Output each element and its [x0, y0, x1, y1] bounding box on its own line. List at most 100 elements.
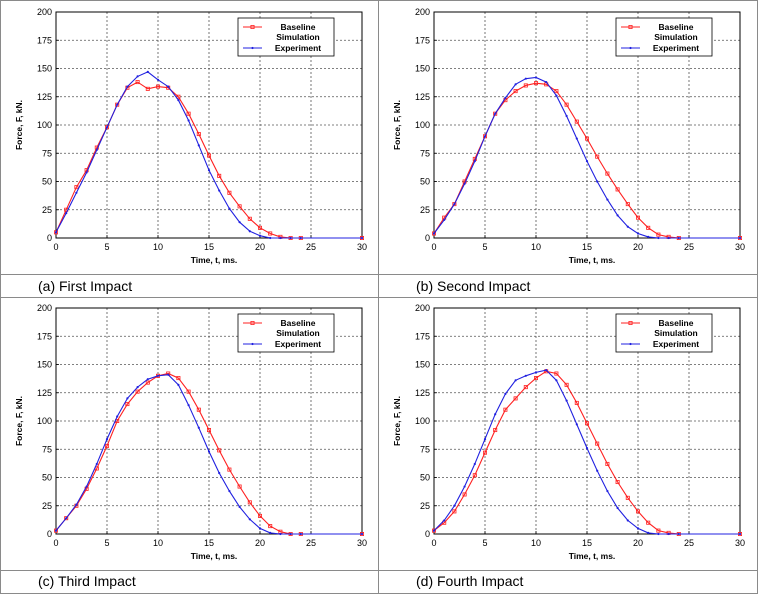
data-point	[462, 492, 467, 497]
y-tick-label: 25	[420, 205, 430, 215]
data-point	[65, 517, 68, 520]
x-tick-label: 20	[255, 242, 265, 252]
legend-marker-baseline	[250, 320, 255, 325]
data-point	[197, 426, 200, 429]
data-point	[555, 94, 558, 97]
data-point	[105, 443, 110, 448]
series-experiment	[54, 373, 364, 536]
y-tick-label: 25	[42, 501, 52, 511]
legend-label: Experiment	[275, 43, 321, 53]
data-point	[636, 509, 641, 514]
data-point	[116, 415, 119, 418]
data-point	[54, 529, 58, 532]
data-point	[616, 506, 619, 510]
data-point	[493, 428, 498, 433]
chart-panel-4: 0 5 10 15 20 25 30 0 25 50 75 100 125 150 175 200 Time, …	[392, 303, 745, 589]
data-point	[299, 532, 302, 536]
x-tick-label: 5	[482, 538, 487, 548]
chart-panel-1: 0 5 10 15 20 25 30 0 25 50 75 100 125 150 175 200 Time, …	[14, 7, 367, 294]
data-point	[667, 236, 670, 240]
data-point	[606, 198, 609, 201]
data-point	[217, 448, 222, 453]
data-point	[247, 216, 252, 221]
x-tick-label: 25	[306, 242, 316, 252]
legend-label: Baseline	[659, 318, 694, 328]
y-axis-label: Force, F, kN.	[14, 100, 24, 150]
data-point	[647, 531, 650, 534]
x-tick-label: 15	[582, 242, 592, 252]
data-point	[95, 462, 98, 466]
data-point	[585, 160, 589, 163]
data-point	[482, 134, 487, 139]
legend-box	[615, 17, 713, 57]
data-point	[514, 83, 517, 86]
legend-label: Baseline	[281, 318, 316, 328]
y-tick-label: 150	[37, 64, 52, 74]
data-point	[646, 225, 651, 230]
data-point	[268, 524, 273, 529]
data-point	[227, 467, 232, 472]
legend-label: Simulation	[654, 32, 697, 42]
legend-marker-experiment	[629, 46, 632, 50]
panel-caption: (b) Second Impact	[416, 278, 530, 294]
data-point	[636, 232, 640, 235]
data-point	[636, 527, 640, 530]
y-tick-label: 125	[37, 388, 52, 398]
data-point	[605, 461, 610, 466]
data-point	[431, 231, 436, 236]
data-point	[657, 532, 660, 536]
y-tick-label: 150	[415, 64, 430, 74]
legend-box	[237, 313, 335, 353]
data-point	[218, 471, 221, 475]
y-tick-label: 50	[42, 473, 52, 483]
data-point	[54, 231, 58, 234]
y-tick-label: 75	[420, 444, 430, 454]
x-tick-label: 25	[684, 538, 694, 548]
y-tick-label: 25	[420, 501, 430, 511]
data-point	[626, 519, 629, 522]
data-point	[258, 234, 262, 237]
data-point	[279, 236, 282, 240]
x-tick-label: 30	[735, 538, 745, 548]
data-point	[156, 78, 160, 81]
data-point	[585, 447, 589, 450]
data-point	[575, 137, 578, 140]
y-axis-label: Force, F, kN.	[14, 396, 24, 446]
data-point	[257, 513, 262, 518]
series-line	[55, 71, 362, 239]
data-point	[207, 169, 211, 172]
legend-marker-experiment	[251, 342, 254, 346]
data-point	[238, 221, 241, 224]
data-point	[360, 532, 364, 536]
y-axis-label: Force, F, kN.	[392, 396, 402, 446]
data-point	[443, 218, 446, 222]
x-tick-label: 0	[53, 538, 58, 548]
y-tick-label: 200	[37, 7, 52, 17]
y-tick-label: 150	[37, 360, 52, 370]
y-tick-label: 150	[415, 360, 430, 370]
data-point	[85, 485, 88, 488]
y-tick-label: 75	[42, 148, 52, 158]
data-point	[677, 532, 680, 536]
data-point	[483, 135, 487, 138]
data-point	[494, 413, 497, 416]
data-point	[605, 171, 610, 176]
data-point	[432, 529, 436, 532]
data-point	[452, 509, 457, 514]
data-point	[585, 421, 590, 426]
data-point	[656, 528, 661, 533]
data-point	[146, 70, 149, 73]
data-point	[75, 503, 78, 506]
y-tick-label: 75	[420, 148, 430, 158]
data-point	[74, 185, 79, 190]
x-tick-label: 25	[306, 538, 316, 548]
legend-marker-baseline	[628, 24, 633, 29]
data-point	[677, 236, 680, 240]
x-tick-label: 5	[482, 242, 487, 252]
data-point	[534, 371, 538, 374]
legend-label: Simulation	[276, 328, 319, 338]
data-point	[595, 441, 600, 446]
